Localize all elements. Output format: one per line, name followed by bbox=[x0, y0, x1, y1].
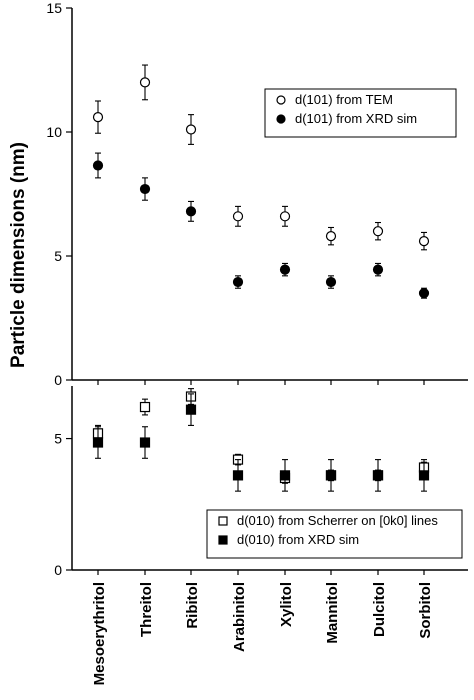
y-axis-label: Particle dimensions (nm) bbox=[8, 142, 29, 368]
data-point-0-0-4 bbox=[279, 211, 291, 222]
data-point-1-1-7 bbox=[418, 470, 430, 481]
legend-marker-1-1 bbox=[218, 535, 228, 545]
y-tick-label-0-3: 15 bbox=[46, 0, 62, 16]
data-point-0-1-4 bbox=[279, 264, 291, 275]
y-tick-label-0-0: 0 bbox=[54, 372, 62, 388]
y-tick-label-1-0: 0 bbox=[54, 562, 62, 578]
data-point-1-1-1 bbox=[139, 437, 151, 448]
legend-marker-0-1 bbox=[276, 114, 286, 124]
data-point-0-0-5 bbox=[325, 231, 337, 242]
data-point-0-1-0 bbox=[92, 160, 104, 171]
legend-box-0 bbox=[264, 88, 457, 138]
legend-marker-0-0 bbox=[276, 95, 286, 105]
data-point-1-0-1 bbox=[139, 401, 151, 413]
data-point-0-1-1 bbox=[139, 183, 151, 195]
data-point-1-1-6 bbox=[372, 470, 384, 481]
data-point-0-1-6 bbox=[372, 264, 384, 275]
y-tick-label-0-1: 5 bbox=[54, 248, 62, 264]
category-label-7: Sorbitol bbox=[417, 582, 434, 639]
category-label-6: Dulcitol bbox=[371, 582, 388, 637]
data-point-0-1-2 bbox=[185, 206, 197, 217]
data-point-0-0-7 bbox=[418, 236, 430, 247]
category-label-0: Mesoerythritol bbox=[91, 582, 108, 685]
data-point-0-1-7 bbox=[418, 288, 430, 299]
y-tick-label-0-2: 10 bbox=[46, 124, 62, 140]
data-point-0-0-0 bbox=[92, 112, 104, 123]
data-point-1-1-0 bbox=[92, 437, 104, 448]
category-label-2: Ribitol bbox=[184, 582, 201, 629]
data-point-0-1-5 bbox=[325, 276, 337, 288]
y-tick-label-1-1: 5 bbox=[54, 431, 62, 447]
data-point-0-0-1 bbox=[139, 77, 151, 88]
data-point-1-1-2 bbox=[185, 404, 197, 415]
category-label-3: Arabinitol bbox=[231, 582, 248, 652]
category-label-4: Xylitol bbox=[278, 582, 295, 627]
data-point-1-1-4 bbox=[279, 470, 291, 481]
legend-box-1 bbox=[206, 509, 463, 559]
legend-marker-1-0 bbox=[218, 516, 228, 526]
data-point-0-0-6 bbox=[372, 226, 384, 237]
legend-label-0-1: d(101) from XRD sim bbox=[295, 111, 417, 126]
legend-label-0-0: d(101) from TEM bbox=[295, 92, 393, 107]
data-point-0-1-3 bbox=[232, 276, 244, 288]
category-label-1: Threitol bbox=[138, 582, 155, 637]
legend-label-1-0: d(010) from Scherrer on [0k0] lines bbox=[237, 513, 438, 528]
data-point-1-1-3 bbox=[232, 470, 244, 481]
data-point-1-1-5 bbox=[325, 470, 337, 481]
category-label-5: Mannitol bbox=[324, 582, 341, 644]
legend-label-1-1: d(010) from XRD sim bbox=[237, 532, 359, 547]
data-point-0-0-3 bbox=[232, 211, 244, 222]
data-point-0-0-2 bbox=[185, 124, 197, 135]
